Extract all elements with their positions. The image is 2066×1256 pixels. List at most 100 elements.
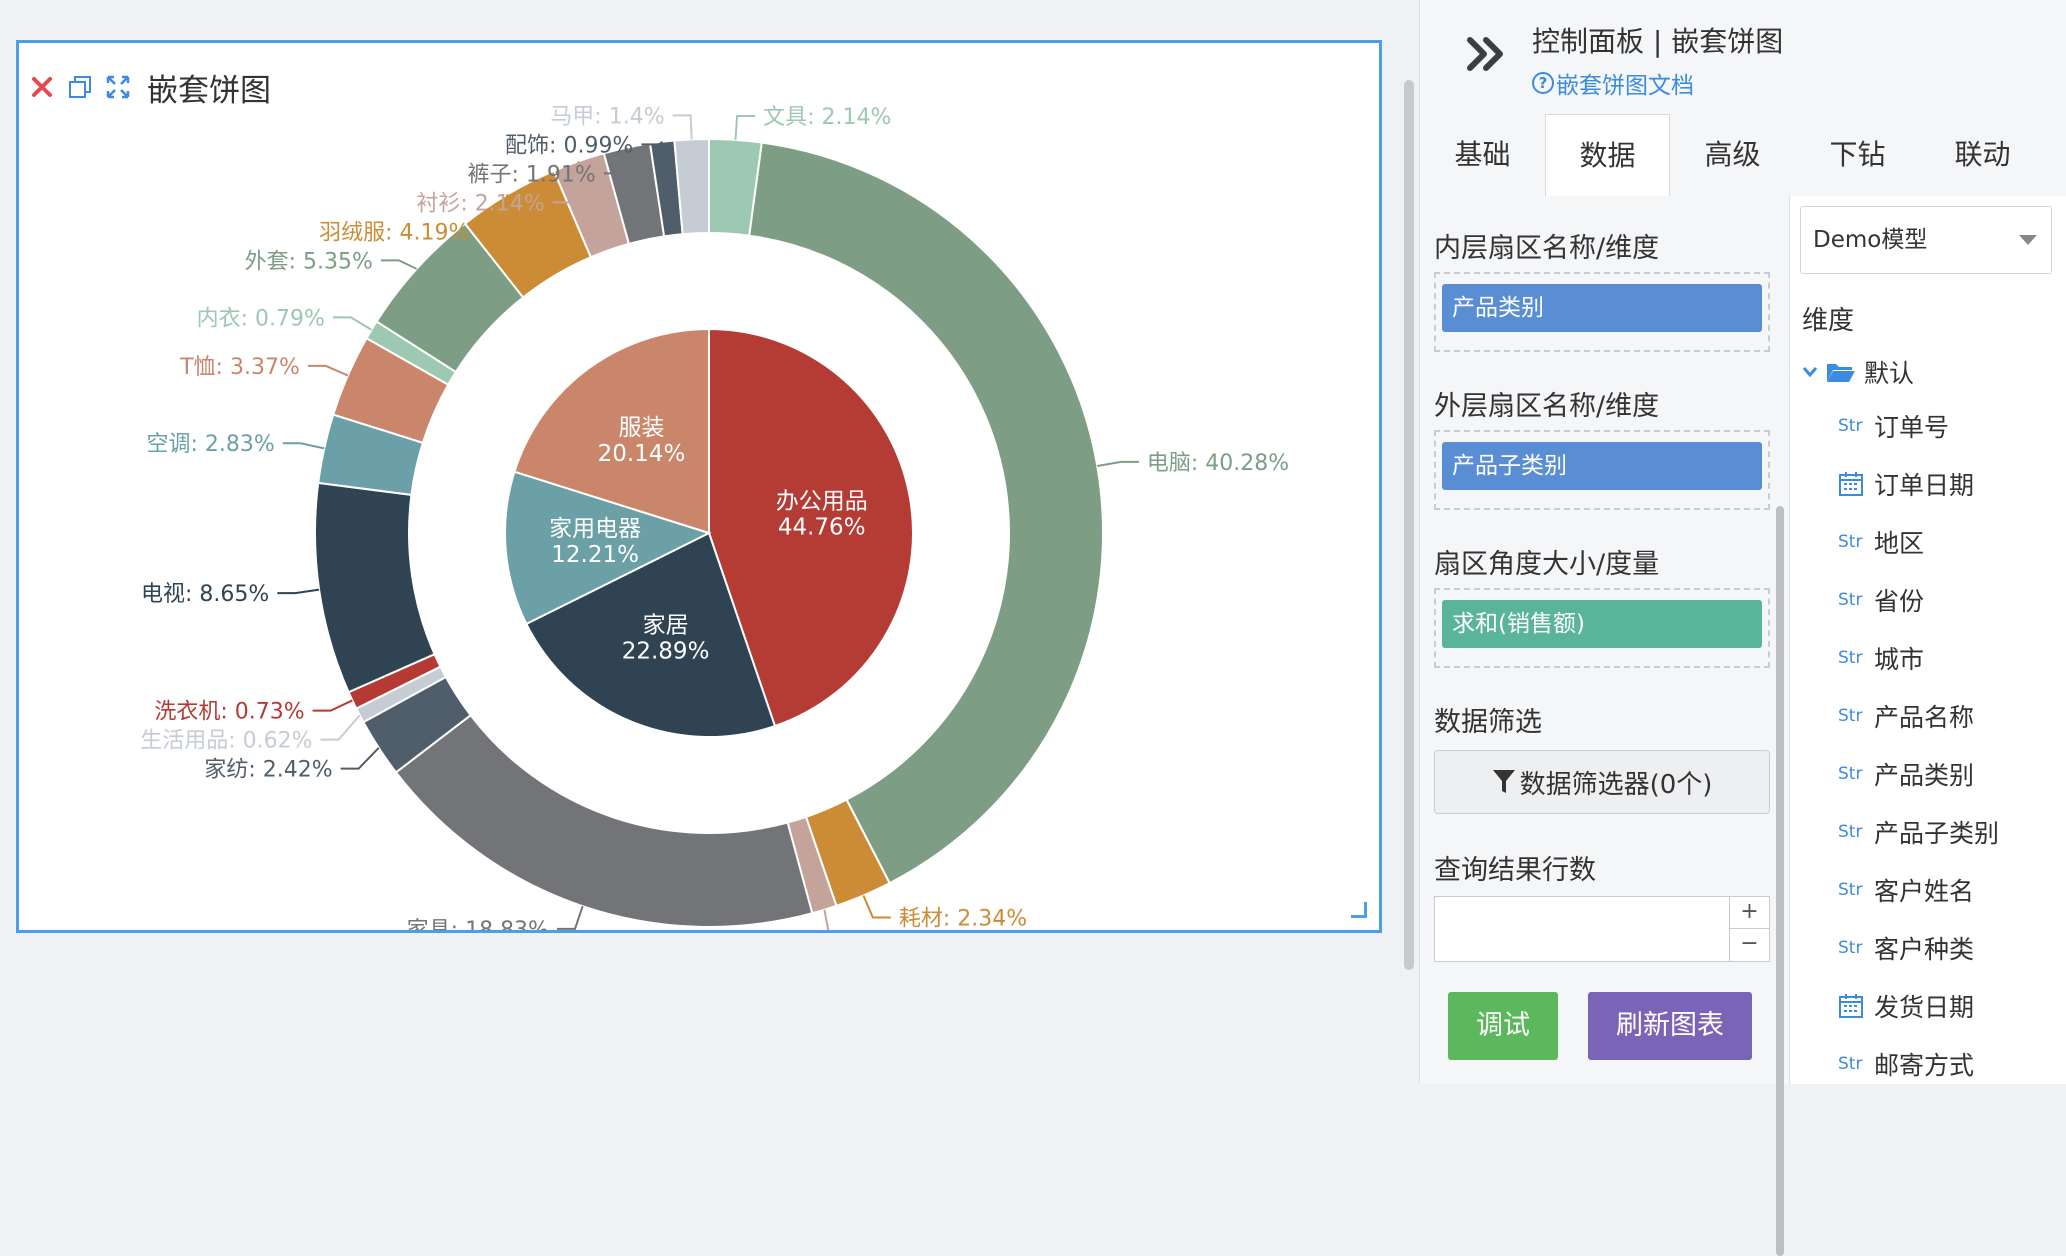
outer-slice-label: 羽绒服: 4.19%	[319, 220, 469, 245]
panel-tabs: 基础 数据 高级 下钻 联动	[1420, 114, 2066, 197]
string-type-icon: Str	[1838, 822, 1863, 842]
result-rows-input[interactable]	[1435, 897, 1725, 961]
caret-down-icon	[2019, 235, 2037, 245]
outer-slice-label: 马甲: 1.4%	[550, 104, 664, 129]
field-label: 产品子类别	[1874, 819, 2000, 848]
leader-line	[312, 699, 353, 712]
panel-title: 控制面板 | 嵌套饼图	[1532, 25, 1784, 58]
inner-slice-label: 服装	[618, 415, 664, 441]
doc-link-label: 嵌套饼图文档	[1556, 73, 1694, 99]
data-filter-button[interactable]: 数据筛选器(0个)	[1434, 750, 1770, 814]
field-item[interactable]: Str 地区	[1838, 524, 1924, 560]
outer-slice-label: 洗衣机: 0.73%	[154, 700, 304, 725]
field-item[interactable]: Str 订单号	[1838, 408, 1949, 444]
inner-pie-slice	[513, 327, 710, 535]
field-item[interactable]: Str 客户姓名	[1838, 872, 1974, 908]
string-type-icon: Str	[1838, 706, 1863, 726]
outer-ring-slice	[673, 137, 710, 236]
field-label: 产品名称	[1874, 703, 1975, 732]
copy-icon[interactable]	[67, 74, 93, 100]
doc-link[interactable]: ? 嵌套饼图文档	[1532, 66, 1694, 100]
field-item[interactable]: Str 产品子类别	[1838, 814, 1999, 850]
outer-slice-label: 配饰: 0.99%	[505, 133, 633, 158]
data-config-column: 内层扇区名称/维度 产品类别 外层扇区名称/维度 产品子类别 扇区角度大小/度量…	[1420, 196, 1789, 1256]
leader-line	[641, 141, 663, 146]
leader-line	[332, 316, 372, 331]
outer-dimension-dropzone[interactable]: 产品子类别	[1434, 430, 1770, 510]
leader-line	[380, 259, 418, 270]
field-label: 订单号	[1874, 413, 1950, 442]
outer-dimension-chip[interactable]: 产品子类别	[1442, 442, 1762, 490]
outer-slice-label: 生活用品: 0.62%	[140, 729, 312, 754]
model-select[interactable]: Demo模型	[1800, 206, 2052, 274]
increment-button[interactable]: +	[1729, 897, 1769, 929]
data-filter-label: 数据筛选	[1434, 707, 1542, 738]
tab-advanced[interactable]: 高级	[1704, 138, 1761, 171]
tab-basic[interactable]: 基础	[1454, 138, 1511, 171]
inner-dimension-label: 内层扇区名称/维度	[1434, 233, 1660, 264]
leader-line	[320, 714, 361, 741]
field-label: 邮寄方式	[1874, 1051, 1975, 1080]
tree-folder-default[interactable]: 默认	[1802, 354, 1914, 390]
field-label: 地区	[1874, 529, 1925, 558]
outer-slice-label: 文具: 2.14%	[763, 105, 891, 130]
inner-slice-percent: 44.76%	[778, 514, 866, 540]
string-type-icon: Str	[1838, 938, 1863, 958]
leader-line	[823, 909, 830, 930]
collapse-panel-icon[interactable]	[1464, 34, 1510, 74]
outer-slice-label: 电视: 8.65%	[141, 582, 269, 607]
dimension-heading: 维度	[1802, 306, 1855, 336]
decrement-button[interactable]: −	[1729, 929, 1769, 961]
outer-dimension-label: 外层扇区名称/维度	[1434, 391, 1660, 422]
close-icon[interactable]	[29, 74, 55, 100]
resize-handle[interactable]	[1351, 902, 1367, 918]
result-rows-label: 查询结果行数	[1434, 855, 1596, 886]
field-item[interactable]: Str 省份	[1838, 582, 1924, 618]
filter-icon	[1492, 770, 1515, 793]
field-item[interactable]: Str 邮寄方式	[1838, 1046, 1974, 1082]
outer-slice-label: 裤子: 1.91%	[467, 162, 595, 187]
chart-card: 嵌套饼图 办公用品 44.76% 家居 22.89% 家用电器 12.21% 服装 20.14…	[16, 40, 1382, 933]
string-type-icon: Str	[1838, 590, 1863, 610]
inner-slice-percent: 20.14%	[598, 441, 686, 467]
tab-drilldown[interactable]: 下钻	[1829, 138, 1886, 171]
leader-line	[277, 588, 320, 595]
leader-line	[1097, 460, 1139, 467]
inner-dimension-chip[interactable]: 产品类别	[1442, 284, 1762, 332]
data-filter-button-label: 数据筛选器(0个)	[1519, 769, 1713, 800]
help-icon: ?	[1532, 72, 1554, 94]
field-item[interactable]: Str 城市	[1838, 640, 1924, 676]
field-item[interactable]: Str 产品类别	[1838, 756, 1974, 792]
outer-slice-label: 外套: 5.35%	[245, 249, 373, 274]
string-type-icon: Str	[1838, 764, 1863, 784]
debug-button[interactable]: 调试	[1448, 992, 1558, 1060]
string-type-icon: Str	[1838, 648, 1863, 668]
outer-slice-label: 家具: 18.83%	[407, 918, 549, 930]
canvas-scrollbar[interactable]	[1404, 80, 1414, 970]
calendar-icon	[1839, 472, 1863, 496]
tab-linkage[interactable]: 联动	[1954, 138, 2011, 171]
leader-line	[672, 114, 693, 140]
field-item[interactable]: 发货日期	[1838, 988, 1974, 1024]
string-type-icon: Str	[1838, 532, 1863, 552]
model-select-value: Demo模型	[1813, 227, 1928, 253]
field-item[interactable]: 订单日期	[1838, 466, 1974, 502]
angle-measure-chip[interactable]: 求和(销售额)	[1442, 600, 1762, 648]
inner-slice-label: 办公用品	[776, 488, 868, 514]
field-label: 订单日期	[1874, 471, 1975, 500]
inner-slice-percent: 12.21%	[551, 542, 639, 568]
result-rows-stepper: + −	[1434, 896, 1770, 962]
control-panel: 控制面板 | 嵌套饼图 ? 嵌套饼图文档 基础 数据 高级 下钻 联动 内层扇区…	[1419, 0, 2066, 1256]
inner-slice-label: 家用电器	[549, 516, 641, 542]
field-item[interactable]: Str 产品名称	[1838, 698, 1974, 734]
config-scrollbar[interactable]	[1776, 506, 1784, 1256]
field-item[interactable]: Str 客户种类	[1838, 930, 1974, 966]
fullscreen-icon[interactable]	[105, 74, 131, 100]
angle-measure-dropzone[interactable]: 求和(销售额)	[1434, 588, 1770, 668]
field-label: 客户种类	[1874, 935, 1975, 964]
tab-data[interactable]: 数据	[1545, 114, 1670, 197]
field-list-column: Demo模型 维度 默认 Str 订单号 订单日期 Str 地区 Str 省份 Str 城市 St…	[1789, 196, 2066, 1084]
refresh-chart-button[interactable]: 刷新图表	[1588, 992, 1752, 1060]
field-label: 省份	[1874, 587, 1925, 616]
inner-dimension-dropzone[interactable]: 产品类别	[1434, 272, 1770, 352]
